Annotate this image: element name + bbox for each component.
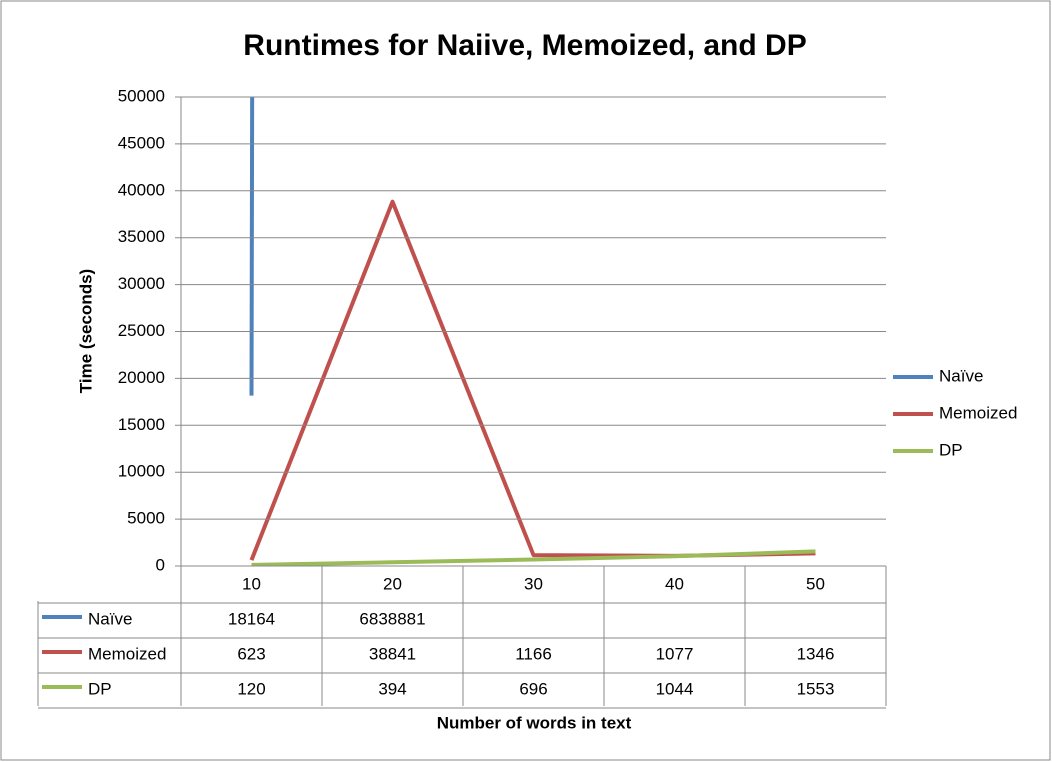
y-tick-label: 50000 bbox=[118, 86, 165, 105]
x-tick-label: 20 bbox=[383, 574, 402, 593]
x-tick-label: 10 bbox=[242, 574, 261, 593]
plot-area bbox=[249, 97, 816, 566]
table-value: 1166 bbox=[515, 644, 552, 663]
legend-label: Naïve bbox=[939, 366, 983, 385]
legend-label: Memoized bbox=[939, 403, 1017, 422]
y-tick-label: 10000 bbox=[118, 462, 165, 481]
table-series-name: Naïve bbox=[88, 609, 132, 628]
table-value: 1553 bbox=[797, 679, 835, 698]
x-axis-title: Number of words in text bbox=[437, 713, 632, 732]
x-tick-label: 40 bbox=[665, 574, 684, 593]
table-value: 1077 bbox=[656, 644, 694, 663]
x-tick-label: 30 bbox=[524, 574, 543, 593]
legend-label: DP bbox=[939, 440, 963, 459]
chart-title: Runtimes for Naiive, Memoized, and DP bbox=[243, 29, 806, 62]
y-tick-label: 15000 bbox=[118, 415, 165, 434]
table-value: 623 bbox=[237, 644, 265, 663]
table-value: 18164 bbox=[228, 609, 275, 628]
y-tick-label: 25000 bbox=[118, 321, 165, 340]
table-value: 6838881 bbox=[359, 609, 425, 628]
y-tick-label: 45000 bbox=[118, 133, 165, 152]
table-value: 120 bbox=[237, 679, 265, 698]
series-line bbox=[251, 549, 816, 566]
table-value: 1044 bbox=[656, 679, 694, 698]
table-value: 38841 bbox=[369, 644, 416, 663]
y-tick-label: 5000 bbox=[127, 509, 165, 528]
y-tick-label: 40000 bbox=[118, 180, 165, 199]
y-axis-title: Time (seconds) bbox=[76, 269, 95, 393]
table-value: 394 bbox=[378, 679, 406, 698]
table-series-name: DP bbox=[88, 679, 112, 698]
x-tick-label: 50 bbox=[806, 574, 825, 593]
table-value: 1346 bbox=[797, 644, 835, 663]
table-series-name: Memoized bbox=[88, 644, 166, 663]
y-tick-label: 30000 bbox=[118, 274, 165, 293]
y-tick-label: 35000 bbox=[118, 227, 165, 246]
table-value: 696 bbox=[519, 679, 547, 698]
y-tick-label: 20000 bbox=[118, 368, 165, 387]
y-tick-label: 0 bbox=[156, 555, 165, 574]
